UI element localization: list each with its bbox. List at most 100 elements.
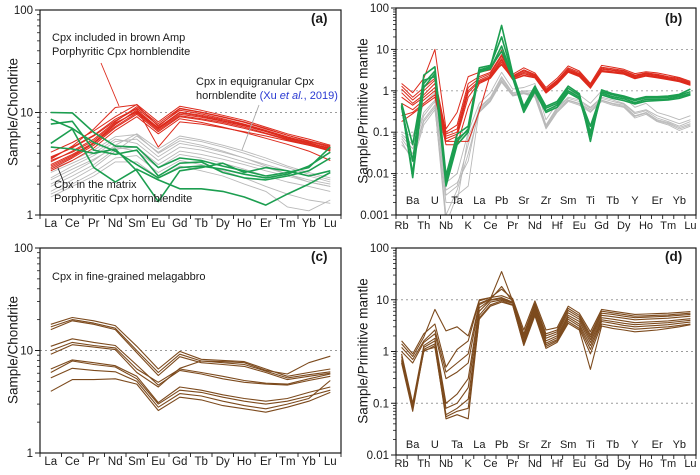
x-label-inner: Pb	[495, 439, 508, 451]
y-axis-title-c: Sample/Chondrite	[5, 295, 21, 405]
x-label: Eu	[573, 458, 586, 470]
series-line-brown	[50, 359, 331, 404]
x-label: Pr	[507, 220, 518, 232]
x-label: Tm	[660, 458, 676, 470]
x-label-inner: Yb	[673, 439, 686, 451]
series-line-red	[401, 48, 691, 130]
annotation-cpx-equigranular: Cpx in equigranular Cpx hornblendite (Xu…	[196, 76, 338, 103]
series-group	[401, 271, 691, 420]
chart-c-rare-earth-spider: 1 10 100 La Ce Pr Nd Sm Eu Gd Tb Dy Ho Er Tm Yb Lu	[14, 243, 342, 468]
x-label: Sm	[128, 218, 145, 230]
series-line-brown	[401, 295, 691, 358]
series-line-brown	[50, 344, 331, 388]
y-tick-label: 1	[383, 86, 389, 98]
x-label: Yb	[302, 218, 316, 230]
x-label-inner: Ta	[451, 195, 464, 207]
x-label: Hf	[552, 220, 564, 232]
series-line-brown	[401, 285, 691, 380]
annotation-line: Porphyritic Cpx hornblendite	[52, 45, 191, 58]
x-label: Th	[417, 458, 430, 470]
x-label: Lu	[684, 220, 696, 232]
series-line-gray	[50, 133, 331, 185]
annotation-leader-line	[241, 104, 260, 151]
x-label: Lu	[324, 218, 337, 230]
series-line-brown	[50, 316, 331, 377]
x-label: Tb	[195, 456, 208, 468]
panel-letter-b: (b)	[665, 11, 683, 26]
x-label-inner: Ba	[406, 195, 420, 207]
series-line-brown	[401, 299, 691, 416]
x-label: Gd	[172, 456, 187, 468]
annotation-line: Porphyritic Cpx hornblendite	[54, 192, 193, 205]
y-tick-label: 10	[376, 44, 389, 56]
x-label-inner: Y	[631, 195, 639, 207]
x-label: K	[465, 220, 473, 232]
y-tick-label: 1	[27, 448, 33, 460]
y-tick-label: 0.001	[360, 210, 389, 222]
plot-border	[395, 7, 697, 216]
series-line-red	[401, 58, 691, 137]
x-label: K	[465, 458, 473, 470]
x-label: Ho	[639, 220, 653, 232]
series-line-green	[400, 36, 691, 177]
x-label-inner: Zr	[541, 195, 552, 207]
series-line-gray	[401, 81, 691, 203]
series-line-brown	[50, 341, 331, 385]
annotation-line: hornblendite (Xu et al., 2019)	[196, 90, 338, 104]
series-line-brown	[401, 300, 691, 420]
x-label: Ce	[65, 456, 80, 468]
x-label: Pr	[88, 218, 100, 230]
x-label: Ho	[237, 218, 252, 230]
series-line-green	[400, 50, 691, 181]
x-label: Tm	[279, 456, 296, 468]
x-label: Ce	[483, 220, 497, 232]
series-line-brown	[50, 367, 331, 410]
y-tick-label: 0.1	[373, 398, 389, 410]
series-line-red	[50, 104, 331, 160]
y-tick-label: 100	[370, 3, 389, 15]
panel-letter-c: (c)	[311, 249, 328, 264]
y-tick-label: 1	[383, 347, 389, 359]
x-label-inner: La	[473, 439, 486, 451]
x-label: Lu	[684, 458, 696, 470]
x-label: Nd	[528, 220, 542, 232]
series-line-green	[50, 118, 331, 179]
x-label: Ce	[483, 458, 497, 470]
series-line-gray	[50, 135, 331, 192]
x-label: Tm	[279, 218, 296, 230]
x-label-inner: U	[431, 195, 439, 207]
x-label-inner: Pb	[495, 195, 508, 207]
series-line-brown	[401, 297, 691, 404]
x-label: Dy	[617, 220, 631, 232]
series-line-gray	[401, 80, 691, 215]
series-line-red	[50, 107, 331, 159]
annotation-leader-line	[100, 62, 120, 107]
x-label-inner: Tb	[606, 195, 619, 207]
series-line-brown	[50, 319, 331, 379]
citation-year: , 2019)	[303, 89, 338, 102]
x-label: Sm	[128, 456, 145, 468]
x-label: Dy	[617, 458, 631, 470]
x-label: Ho	[237, 456, 252, 468]
x-label: Nd	[528, 458, 542, 470]
panel-d: 0.01 0.1 1 10 100 Rb Ba Th U Nb Ta K La Ce Pb Pr Sr Nd Zr H…	[350, 238, 700, 475]
x-label: Nb	[439, 458, 453, 470]
y-axis-title-a: Sample/Chondrite	[5, 57, 21, 167]
x-label-inner: Y	[631, 439, 639, 451]
x-label: Eu	[151, 218, 165, 230]
y-tick-label: 100	[14, 243, 33, 255]
x-label: Er	[260, 218, 272, 230]
panel-letter-a: (a)	[311, 11, 328, 26]
x-label-inner: La	[473, 195, 486, 207]
x-label-inner: Ba	[406, 439, 420, 451]
x-label-inner: Yb	[673, 195, 686, 207]
panel-letter-d: (d)	[665, 249, 683, 264]
annotation-leader-line	[57, 167, 65, 184]
annotation-cpx-melagabbro: Cpx in fine-grained melagabbro	[52, 271, 205, 285]
x-label: Lu	[324, 456, 337, 468]
x-label-inner: Sm	[560, 195, 577, 207]
y-tick-label: 10	[20, 346, 33, 358]
annotation-line: Cpx in the matrix	[54, 179, 137, 191]
series-line-red	[50, 111, 331, 161]
y-tick-label: 0.1	[373, 127, 389, 139]
